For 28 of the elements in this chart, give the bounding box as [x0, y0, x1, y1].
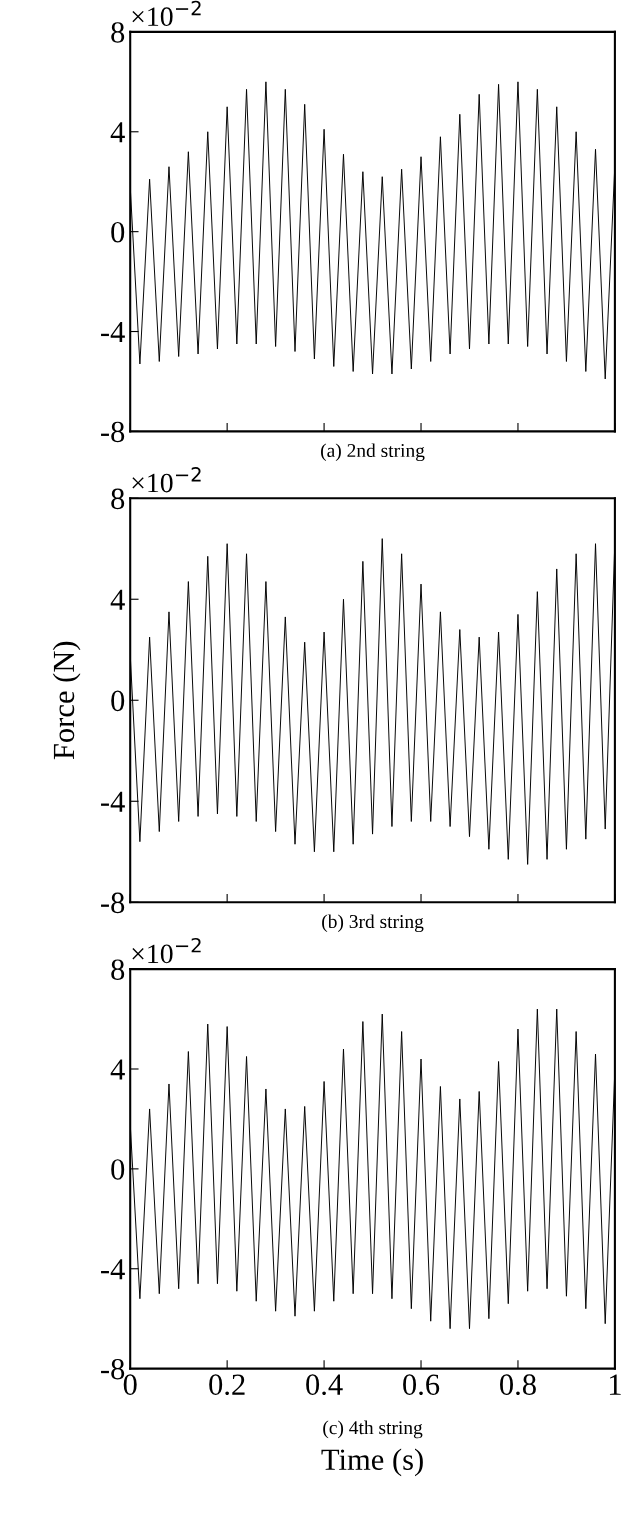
x-tick-label: 0.4 [306, 1374, 343, 1396]
text: ×10$^{−2}$ [132, 0, 201, 27]
y-tick-label: 0 [111, 221, 125, 243]
text: (a) 2nd string [321, 443, 425, 462]
y-tick-label: -4 [101, 791, 125, 812]
x-tick-label: 0.8 [500, 1374, 536, 1396]
x-tick-label: 0.6 [403, 1374, 440, 1396]
x-axis-title: Time (s) [321, 1448, 423, 1477]
x-tick-label: 0.2 [209, 1374, 245, 1396]
y-tick-label: -4 [101, 322, 125, 343]
y-tick-label: 4 [110, 589, 125, 610]
y-axis-title: Force (N) [52, 641, 81, 760]
x-tick-label: 1 [609, 1374, 621, 1395]
y-tick-label: 8 [111, 488, 125, 510]
y-tick-label: 0 [111, 1159, 125, 1180]
text: (b) 3rd string [322, 914, 424, 933]
text: ×10$^{−2}$ [132, 467, 201, 493]
y-tick-label: -4 [101, 1259, 125, 1280]
y-tick-label: 8 [111, 22, 125, 43]
y-tick-label: -8 [101, 1358, 125, 1380]
y-tick-label: -8 [101, 892, 125, 914]
y-tick-label: 4 [110, 1059, 125, 1080]
y-tick-label: -8 [101, 421, 125, 443]
text: ×10$^{−2}$ [132, 937, 201, 964]
text: (c) 4th string [323, 1420, 423, 1439]
y-tick-label: 4 [110, 122, 125, 143]
y-tick-label: 8 [111, 959, 125, 981]
y-tick-label: 0 [111, 690, 125, 712]
